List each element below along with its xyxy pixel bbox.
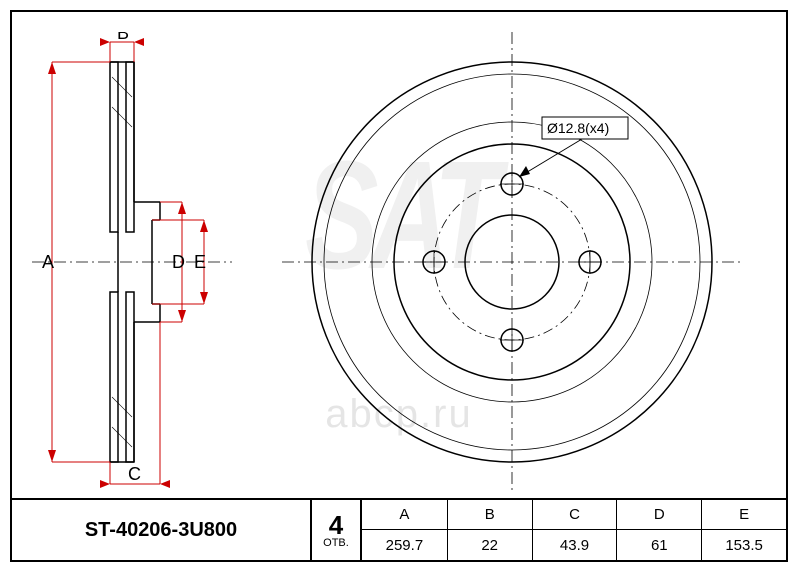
dim-B: B [100,32,144,62]
dim-val-A: 259.7 [362,530,447,560]
dim-hdr-D: D [616,500,701,530]
label-E: E [194,252,206,272]
label-A: A [42,252,54,272]
dim-hdr-B: B [447,500,532,530]
drawing-frame: SAT abcp.ru [10,10,788,562]
dimension-table: A B C D E 259.7 22 43.9 61 153.5 [362,500,786,560]
dim-val-E: 153.5 [701,530,786,560]
bolt-note-text: Ø12.8(x4) [547,120,609,136]
bottom-strip: ST-40206-3U800 4 ОТВ. A B C D E 259.7 22… [12,498,786,560]
dim-val-D: 61 [616,530,701,560]
dim-hdr-E: E [701,500,786,530]
label-D: D [172,252,185,272]
hole-label: ОТВ. [323,538,349,549]
dim-hdr-A: A [362,500,447,530]
dim-val-C: 43.9 [532,530,617,560]
label-C: C [128,464,141,484]
hole-count-cell: 4 ОТВ. [312,500,362,560]
drawing-area: SAT abcp.ru [12,12,786,498]
dim-val-B: 22 [447,530,532,560]
section-outline [110,62,160,462]
label-B: B [117,32,129,43]
hole-count: 4 [329,512,343,538]
side-view: A B C [32,32,232,492]
front-view: Ø12.8(x4) [282,32,742,492]
dim-hdr-C: C [532,500,617,530]
part-number: ST-40206-3U800 [12,500,312,560]
